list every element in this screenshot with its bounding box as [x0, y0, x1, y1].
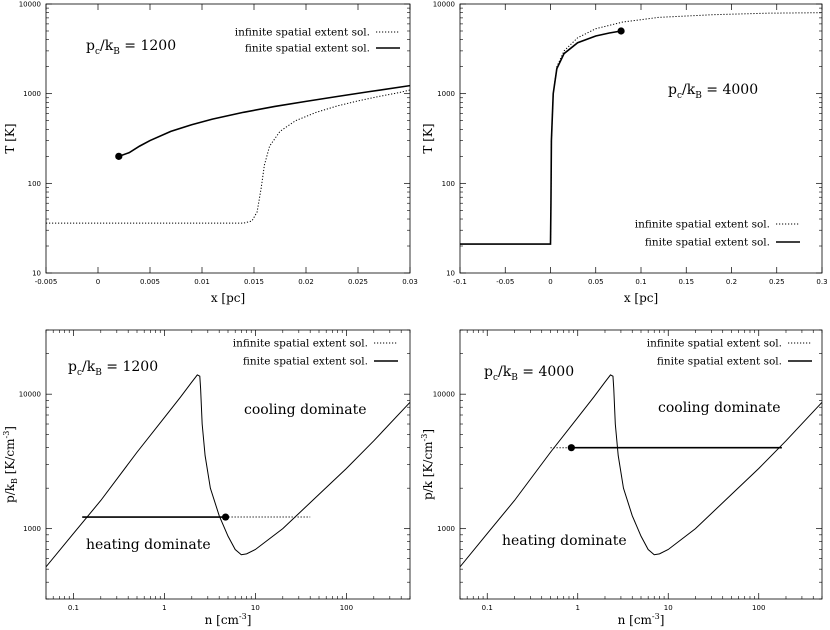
series-line-finite — [460, 30, 622, 245]
y-tick-label: 10 — [32, 270, 41, 278]
x-tick-label: 1 — [576, 604, 580, 612]
x-tick-label: 0 — [548, 278, 552, 286]
x-tick-label: 100 — [340, 604, 353, 612]
y-tick-label: 10000 — [19, 391, 41, 399]
legend-label: finite spatial extent sol. — [243, 356, 368, 368]
x-tick-label: 0.15 — [678, 278, 694, 286]
y-tick-label: 1000 — [437, 90, 455, 98]
y-tick-label: 10000 — [433, 1, 455, 9]
plot-frame — [45, 3, 411, 274]
series-line-infinite — [550, 12, 822, 245]
x-tick-label: 0.03 — [402, 278, 418, 286]
x-tick-label: 1 — [162, 604, 166, 612]
x-tick-label: 0.2 — [726, 278, 737, 286]
x-axis-label: x [pc] — [211, 291, 245, 305]
pressure-annotation: pc/kB = 1200 — [86, 38, 176, 57]
pressure-annotation: pc/kB = 1200 — [68, 359, 158, 378]
y-tick-label: 10000 — [19, 1, 41, 9]
legend-label: infinite spatial extent sol. — [235, 27, 370, 39]
heating-region-label: heating dominate — [86, 537, 211, 553]
chart-panel-4: 0.1 1 10 100 1000 10000 infinite spatial exten… — [420, 329, 823, 627]
x-tick-label: -0.1 — [453, 278, 467, 286]
x-tick-label: 0 — [96, 278, 100, 286]
y-axis-label: p/k [K/cm-3] — [420, 429, 435, 500]
pressure-annotation: pc/kB = 4000 — [668, 82, 758, 101]
x-tick-label: 0.01 — [194, 278, 210, 286]
legend-label: finite spatial extent sol. — [245, 43, 370, 55]
x-tick-label: 10 — [664, 604, 673, 612]
endpoint-marker — [115, 152, 123, 160]
y-axis-label: p/kB [K/cm-3] — [2, 426, 19, 503]
heating-region-label: heating dominate — [502, 533, 627, 549]
x-tick-label: 0.05 — [588, 278, 604, 286]
plot-frame — [459, 3, 823, 274]
x-tick-label: 0.3 — [816, 278, 827, 286]
y-tick-label: 100 — [28, 180, 41, 188]
x-tick-label: 10 — [251, 604, 260, 612]
y-tick-label: 1000 — [437, 525, 455, 533]
plot-frame — [459, 329, 823, 600]
x-tick-label: 0.005 — [140, 278, 160, 286]
series-line-equilibrium — [460, 374, 822, 568]
endpoint-marker — [567, 444, 575, 452]
x-axis-label: x [pc] — [624, 291, 658, 305]
x-tick-label: 0.02 — [298, 278, 314, 286]
series-line-equilibrium — [46, 374, 410, 568]
y-tick-label: 10 — [446, 270, 455, 278]
legend-label: infinite spatial extent sol. — [647, 338, 782, 350]
pressure-annotation: pc/kB = 4000 — [484, 364, 574, 383]
x-tick-label: 0.025 — [348, 278, 368, 286]
y-axis-label: T [K] — [3, 123, 17, 153]
chart-panel-3: 0.1 1 10 100 1000 10000 infinite spatial exten… — [2, 329, 411, 627]
x-axis-label: n [cm-3] — [618, 612, 665, 627]
chart-panel-1: -0.005 0 0.005 0.01 0.015 0.02 0.025 0.03 10 100 1… — [3, 1, 418, 306]
y-tick-label: 100 — [442, 180, 455, 188]
series-line-finite — [118, 84, 410, 158]
y-tick-label: 1000 — [23, 90, 41, 98]
legend-label: infinite spatial extent sol. — [233, 338, 368, 350]
legend-label: infinite spatial extent sol. — [635, 219, 770, 231]
x-axis-label: n [cm-3] — [205, 612, 252, 627]
series-line-infinite — [46, 89, 410, 224]
x-tick-label: 0.1 — [635, 278, 646, 286]
cooling-region-label: cooling dominate — [244, 402, 367, 418]
x-tick-label: 0.015 — [244, 278, 264, 286]
y-tick-label: 1000 — [23, 525, 41, 533]
endpoint-marker — [617, 27, 625, 35]
x-tick-label: -0.05 — [496, 278, 514, 286]
legend-label: finite spatial extent sol. — [645, 237, 770, 249]
endpoint-marker — [221, 513, 230, 521]
legend-label: finite spatial extent sol. — [657, 356, 782, 368]
x-tick-label: 100 — [752, 604, 765, 612]
x-tick-label: 0.25 — [769, 278, 785, 286]
x-tick-label: 0.1 — [482, 604, 493, 612]
y-axis-label: T [K] — [421, 123, 435, 153]
y-tick-label: 10000 — [433, 391, 455, 399]
cooling-region-label: cooling dominate — [658, 400, 781, 416]
x-tick-label: 0.1 — [68, 604, 79, 612]
chart-panel-2: -0.1 -0.05 0 0.05 0.1 0.15 0.2 0.25 0.3 10 100 1000… — [421, 1, 828, 306]
x-tick-label: -0.005 — [35, 278, 58, 286]
